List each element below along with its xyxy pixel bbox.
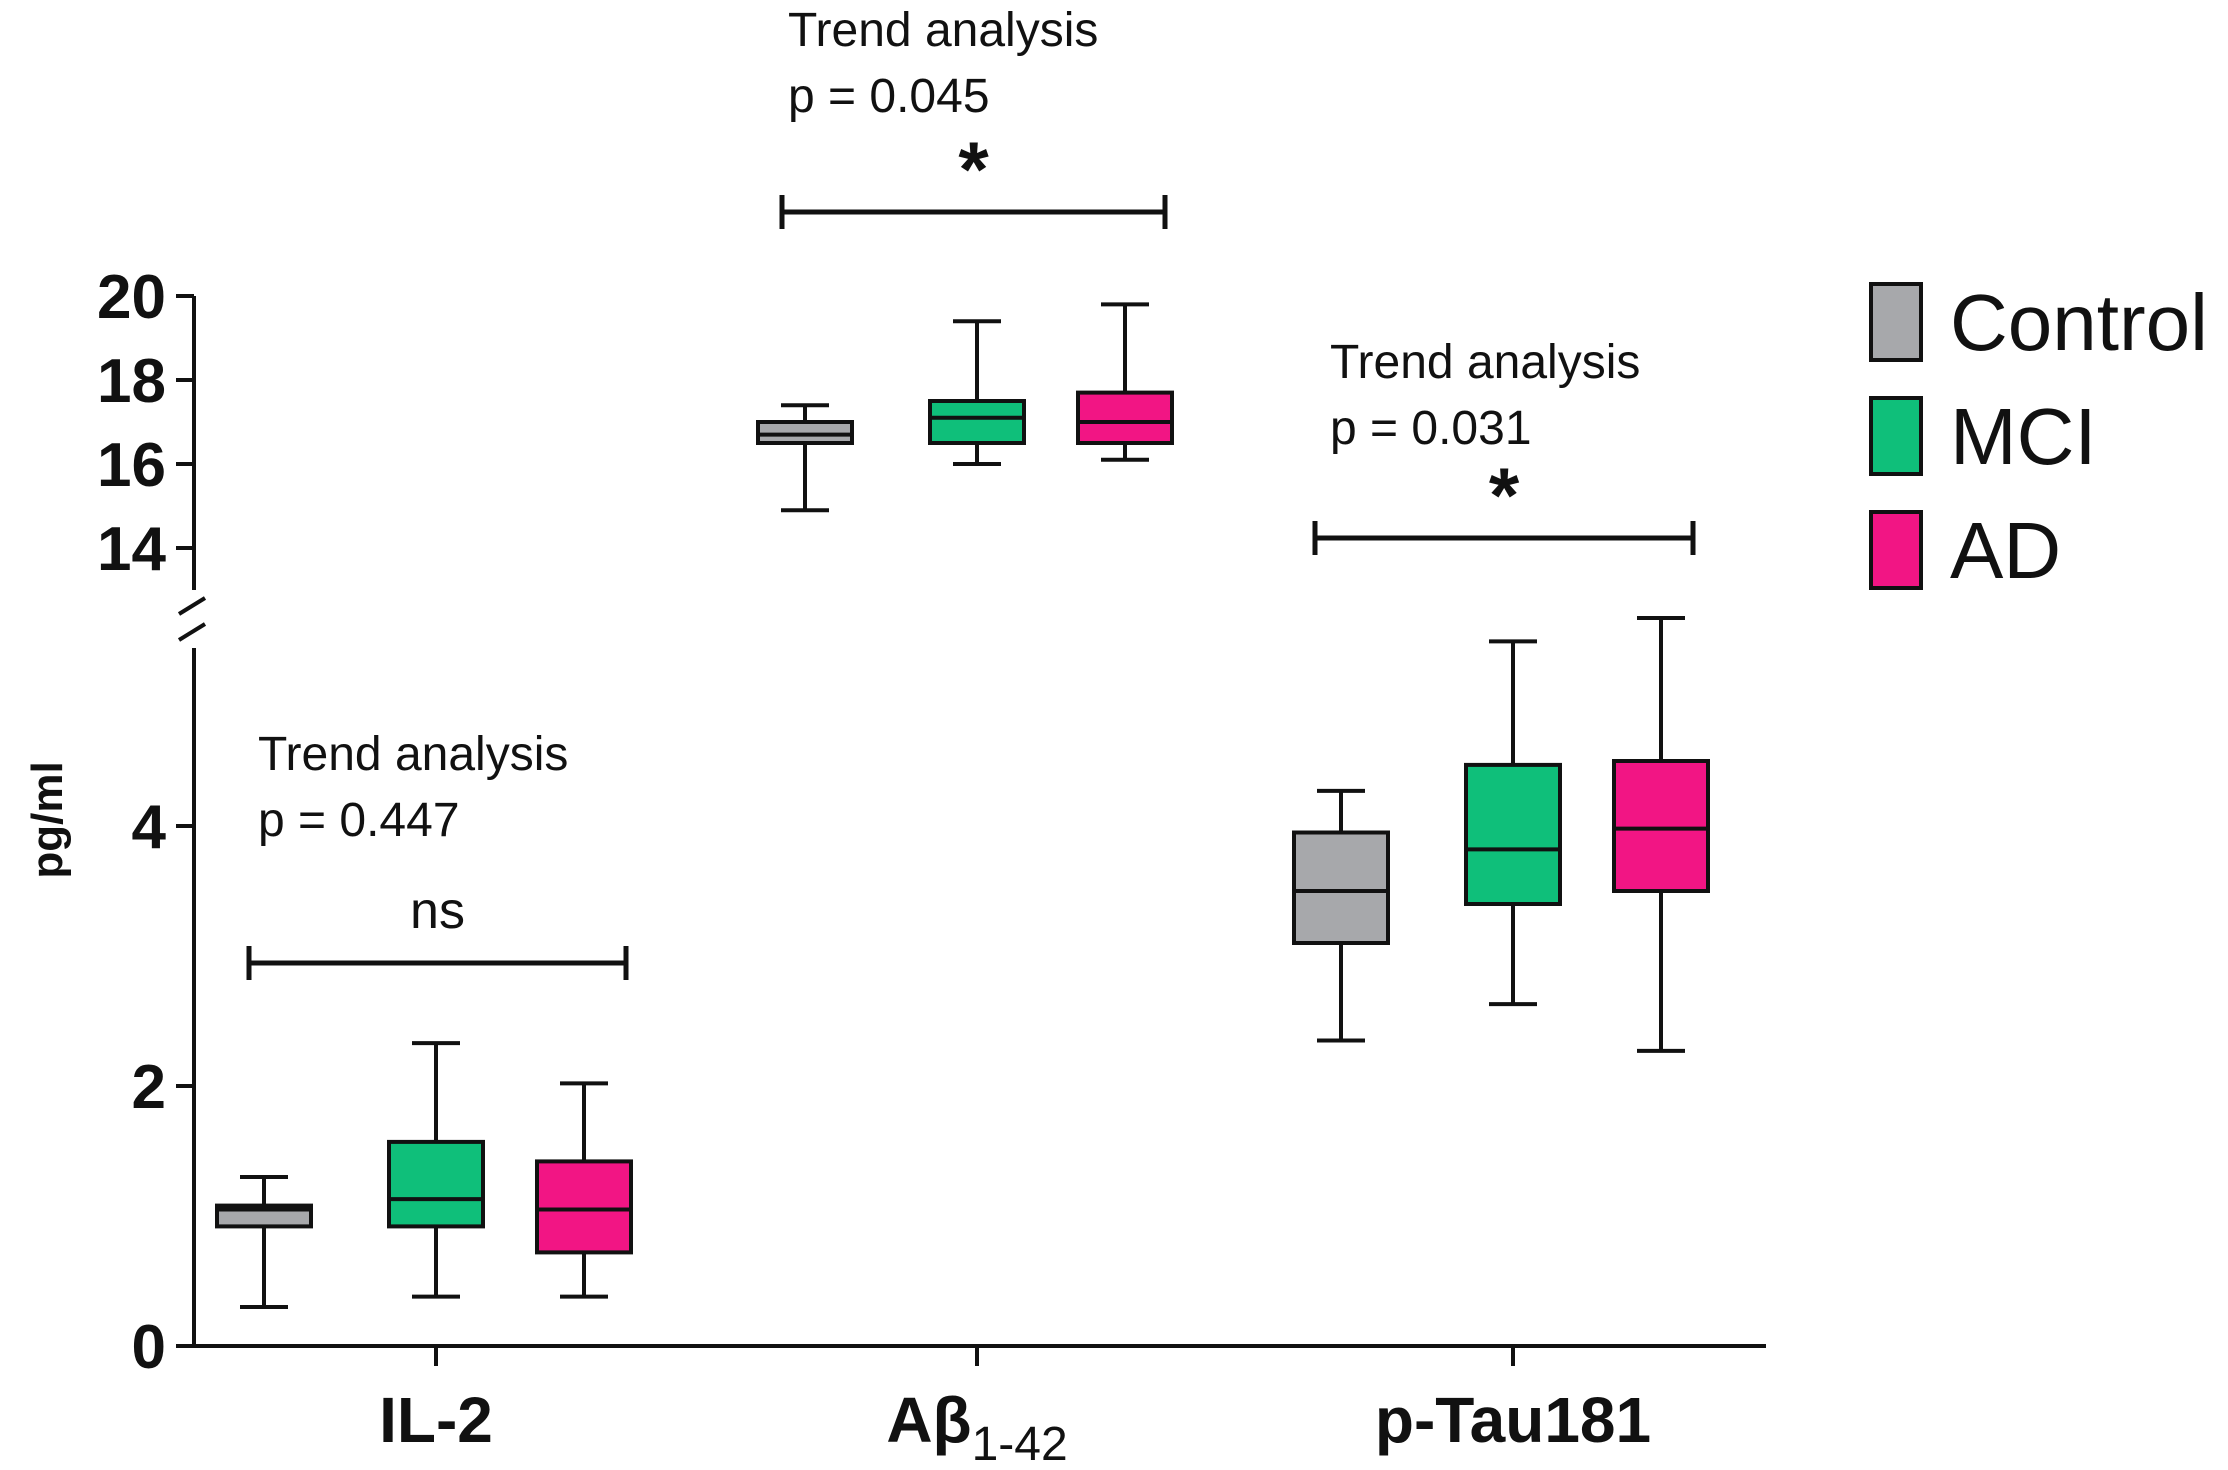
iqr-box bbox=[1612, 759, 1710, 893]
iqr-box bbox=[1076, 390, 1174, 446]
legend: Control MCI AD bbox=[1869, 278, 2208, 595]
legend-item-mci: MCI bbox=[1869, 392, 2097, 481]
legend-item-ad: AD bbox=[1869, 506, 2061, 595]
category-label: p-Tau181 bbox=[1375, 1384, 1651, 1456]
category-label: Aβ1-42 bbox=[886, 1384, 1067, 1470]
y-ticks: 0 2 4 14 16 18 20 bbox=[97, 263, 194, 1382]
trend-annotation: Trend analysis p = 0.031* bbox=[1312, 336, 1696, 555]
boxes bbox=[215, 302, 1710, 1309]
iqr-box bbox=[1292, 830, 1390, 945]
y-tick-label: 16 bbox=[97, 431, 166, 500]
trend-p-value: p = 0.031 bbox=[1330, 402, 1532, 455]
legend-swatch bbox=[1869, 282, 1923, 362]
significance-label: * bbox=[1489, 451, 1520, 539]
box-ad bbox=[1076, 302, 1174, 462]
box-mci bbox=[928, 319, 1026, 466]
legend-label: Control bbox=[1950, 278, 2208, 367]
y-tick-label: 4 bbox=[132, 793, 167, 862]
legend-item-control: Control bbox=[1869, 278, 2208, 367]
trend-annotation: Trend analysis p = 0.447 ns bbox=[246, 728, 629, 980]
iqr-box bbox=[1464, 762, 1562, 907]
y-tick-label: 20 bbox=[97, 263, 166, 332]
box-control bbox=[215, 1175, 313, 1309]
legend-label: MCI bbox=[1950, 392, 2097, 481]
category-label: IL-2 bbox=[379, 1384, 493, 1456]
box-control bbox=[1292, 788, 1390, 1043]
iqr-box bbox=[756, 420, 854, 445]
iqr-box bbox=[535, 1159, 633, 1255]
box-ad bbox=[535, 1081, 633, 1299]
box-control bbox=[756, 403, 854, 513]
iqr-box bbox=[387, 1139, 485, 1229]
annotations: Trend analysis p = 0.447 ns Trend analysis p… bbox=[246, 4, 1696, 980]
y-tick-label: 18 bbox=[97, 347, 166, 416]
trend-p-value: p = 0.447 bbox=[258, 794, 460, 847]
axis-break-mark-2 bbox=[177, 622, 207, 642]
y-tick-label: 2 bbox=[132, 1053, 166, 1122]
box-ad bbox=[1612, 616, 1710, 1053]
legend-label: AD bbox=[1950, 506, 2061, 595]
trend-p-value: p = 0.045 bbox=[788, 70, 990, 123]
iqr-box bbox=[928, 399, 1026, 445]
trend-title: Trend analysis bbox=[258, 728, 568, 781]
trend-annotation: Trend analysis p = 0.045* bbox=[779, 4, 1168, 229]
y-axis-label: pg/ml bbox=[23, 761, 72, 878]
axis-break-mark-1 bbox=[177, 596, 207, 616]
box-mci bbox=[1464, 639, 1562, 1007]
significance-label: ns bbox=[410, 882, 465, 940]
x-ticks: IL-2 Aβ1-42 p-Tau181 bbox=[379, 1346, 1651, 1470]
trend-title: Trend analysis bbox=[788, 4, 1098, 57]
legend-swatch bbox=[1869, 510, 1923, 590]
y-tick-label: 14 bbox=[97, 515, 166, 584]
legend-swatch bbox=[1869, 396, 1923, 476]
trend-title: Trend analysis bbox=[1330, 336, 1640, 389]
y-tick-label: 0 bbox=[132, 1313, 166, 1382]
box-mci bbox=[387, 1041, 485, 1299]
significance-label: * bbox=[958, 125, 989, 213]
